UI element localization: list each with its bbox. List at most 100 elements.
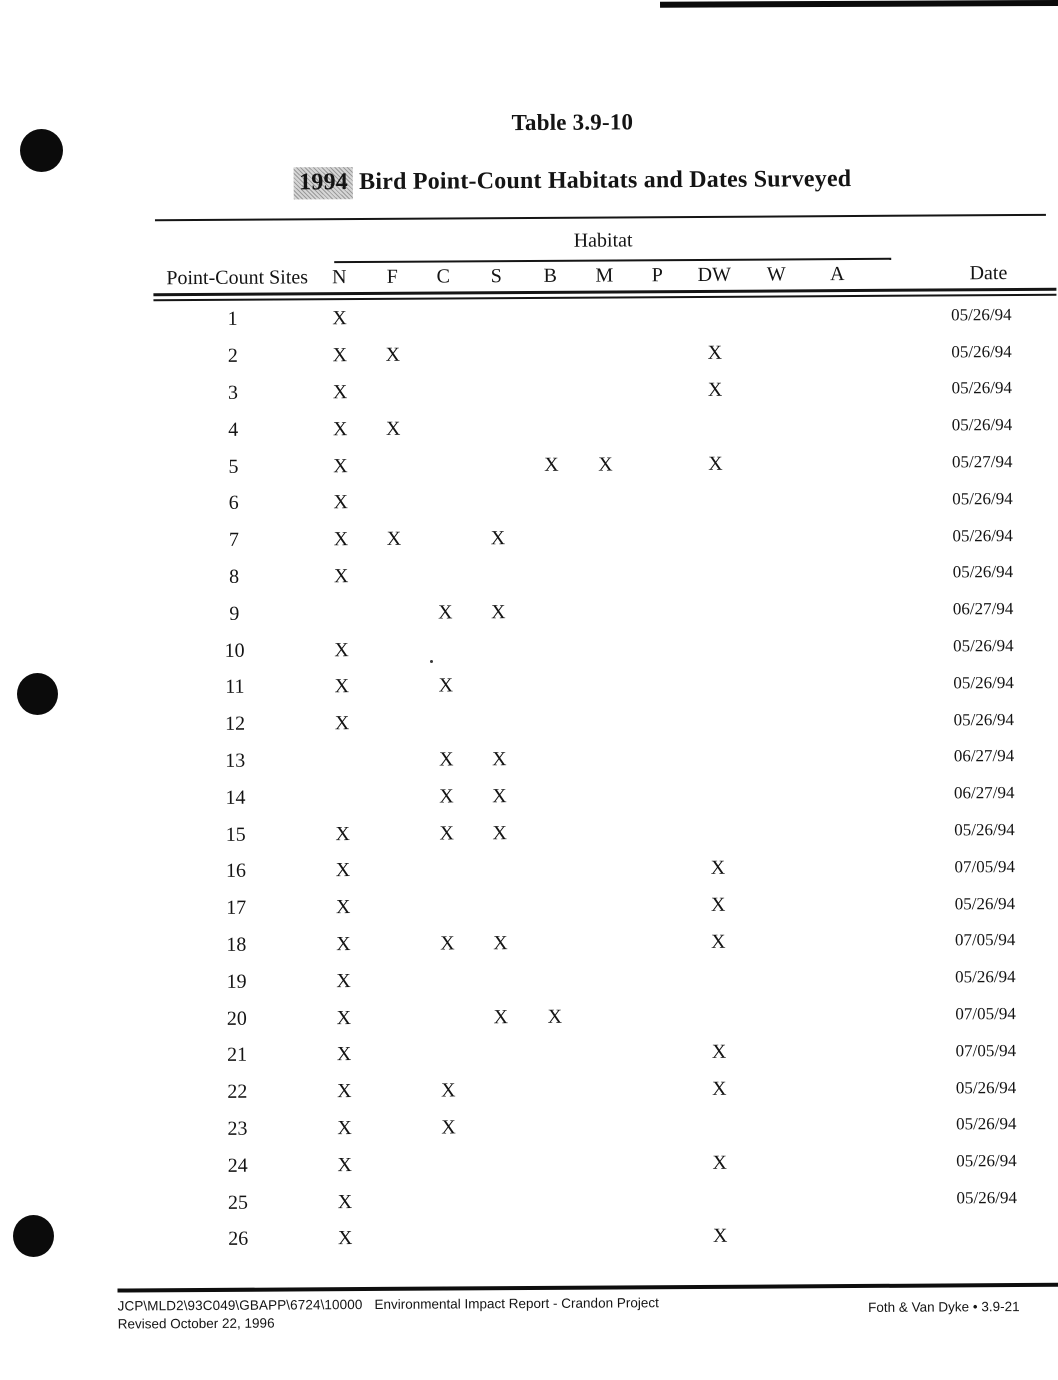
habitat-mark-cell-s: X xyxy=(491,748,507,771)
habitat-mark-cell-n: X xyxy=(333,565,349,588)
habitat-mark-cell-n: X xyxy=(335,859,351,882)
survey-table: Habitat Point-Count Sites N F C S B M P DW W A Dat… xyxy=(153,213,1058,1264)
habitat-mark-cell-s: X xyxy=(493,932,508,955)
habitat-mark-cell-n: X xyxy=(336,969,351,992)
site-number: 21 xyxy=(227,1044,248,1067)
table-row: 14 X X 06/27/94 xyxy=(156,774,1051,816)
column-header-habitat-a: A xyxy=(830,263,845,286)
date-cell: 05/26/94 xyxy=(954,820,1015,840)
table-title-text: Bird Point-Count Habitats and Dates Surv… xyxy=(359,166,852,196)
habitat-mark-cell-s: X xyxy=(492,784,507,807)
table-row: 1 X 05/26/94 xyxy=(153,296,1048,338)
habitat-mark-cell-dw: X xyxy=(707,342,723,365)
table-row: 7 X X X 05/26/94 xyxy=(155,517,1050,559)
date-cell: 05/26/94 xyxy=(953,709,1015,730)
date-cell: 07/05/94 xyxy=(955,1040,1017,1061)
habitat-mark-cell-n: X xyxy=(332,307,347,330)
page-footer: JCP\MLD2\93C049\GBAPP\6724\10000 Environm… xyxy=(117,1293,1058,1331)
habitat-mark-cell-s: X xyxy=(493,1005,509,1028)
table-row: 17 X X 05/26/94 xyxy=(157,885,1052,927)
table-header-row: Point-Count Sites N F C S B M P DW W A Date xyxy=(153,259,1048,292)
site-number: 25 xyxy=(227,1191,249,1214)
column-header-point-count-sites: Point-Count Sites xyxy=(166,266,309,290)
date-cell: 05/26/94 xyxy=(952,488,1013,509)
site-number: 12 xyxy=(224,712,246,736)
footer-document-code: JCP\MLD2\93C049\GBAPP\6724\10000 xyxy=(117,1297,363,1314)
habitat-mark-cell-n: X xyxy=(337,1190,353,1213)
habitat-mark-cell-c: X xyxy=(441,1116,456,1139)
habitat-mark-cell-dw: X xyxy=(711,1041,727,1064)
site-number: 13 xyxy=(225,749,246,772)
column-header-habitat-m: M xyxy=(595,264,614,287)
column-header-habitat-p: P xyxy=(651,264,663,287)
habitat-mark-cell-s: X xyxy=(490,527,506,550)
date-cell: 07/05/94 xyxy=(954,856,1015,877)
site-number: 7 xyxy=(228,528,239,552)
habitat-mark-cell-f: X xyxy=(385,343,401,367)
date-cell: 05/26/94 xyxy=(953,672,1014,693)
punch-hole-bottom xyxy=(13,1215,54,1257)
habitat-mark-cell-dw: X xyxy=(710,857,726,880)
table-row: 6 X 05/26/94 xyxy=(155,480,1050,522)
habitat-mark-cell-f: X xyxy=(385,417,401,440)
site-number: 20 xyxy=(226,1007,247,1030)
habitat-mark-cell-n: X xyxy=(335,896,351,919)
habitat-mark-cell-m: X xyxy=(598,453,613,476)
table-row: 24 X X 05/26/94 xyxy=(159,1142,1054,1184)
footer-report-title: Environmental Impact Report - Crandon Pr… xyxy=(374,1295,659,1312)
site-number: 24 xyxy=(227,1154,248,1177)
site-number: 11 xyxy=(225,676,245,699)
table-row: 22 X X X 05/26/94 xyxy=(158,1069,1053,1111)
habitat-mark-cell-c: X xyxy=(440,1079,456,1102)
table-row: 18 X X X X 07/05/94 xyxy=(157,921,1052,963)
table-row: 20 X X X 07/05/94 xyxy=(158,995,1053,1037)
date-cell: 05/26/94 xyxy=(955,1114,1017,1134)
table-row: 21 X X 07/05/94 xyxy=(158,1032,1053,1074)
habitat-mark-cell-n: X xyxy=(332,417,348,440)
table-row: 16 X X 07/05/94 xyxy=(157,848,1052,890)
habitat-mark-cell-n: X xyxy=(332,344,348,367)
habitat-mark-cell-n: X xyxy=(337,1153,353,1176)
date-cell: 05/26/94 xyxy=(955,967,1016,987)
date-cell: 05/26/94 xyxy=(952,562,1014,582)
site-number: 26 xyxy=(228,1228,249,1251)
site-number: 6 xyxy=(228,492,239,515)
site-number: 1 xyxy=(227,308,238,331)
site-number: 14 xyxy=(225,786,246,809)
habitat-mark-cell-n: X xyxy=(336,1043,352,1066)
table-row: 9 X X 06/27/94 xyxy=(155,590,1050,632)
habitat-mark-cell-dw: X xyxy=(711,930,726,953)
habitat-mark-cell-c: X xyxy=(438,748,454,771)
footer-page-reference: Foth & Van Dyke • 3.9-21 xyxy=(868,1299,1020,1315)
table-row: 11 X X 05/26/94 xyxy=(156,664,1051,706)
table-row: 25 X 05/26/94 xyxy=(159,1179,1054,1221)
table-body: 1 X 05/26/94 2 X X X 05/26/94 3 X X 05/26/94 4 X X 05/2… xyxy=(153,296,1054,1258)
habitat-mark-cell-dw: X xyxy=(712,1225,728,1248)
date-cell: 05/26/94 xyxy=(951,341,1012,362)
table-row: 10 X 05/26/94 xyxy=(155,627,1050,669)
site-number: 3 xyxy=(227,381,239,404)
date-cell xyxy=(873,1234,1054,1235)
site-number: 8 xyxy=(229,565,240,588)
table-row: 13 X X 06/27/94 xyxy=(156,737,1051,779)
date-cell: 05/26/94 xyxy=(954,893,1016,914)
table-row: 19 X 05/26/94 xyxy=(158,958,1053,1000)
table-top-rule xyxy=(154,213,1046,222)
column-header-habitat-n: N xyxy=(332,266,347,289)
habitat-mark-cell-n: X xyxy=(333,454,348,477)
habitat-mark-cell-dw: X xyxy=(710,893,726,917)
date-cell: 07/05/94 xyxy=(954,930,1016,950)
site-number: 10 xyxy=(224,639,245,662)
site-number: 23 xyxy=(227,1117,248,1140)
habitat-mark-cell-n: X xyxy=(334,712,350,735)
habitat-mark-cell-n: X xyxy=(337,1117,352,1140)
date-cell: 05/27/94 xyxy=(951,452,1013,472)
habitat-mark-cell-n: X xyxy=(334,675,350,698)
table-row: 3 X X 05/26/94 xyxy=(154,369,1049,411)
habitat-mark-cell-c: X xyxy=(439,822,455,845)
site-number: 15 xyxy=(225,823,246,846)
habitat-mark-cell-n: X xyxy=(336,1080,352,1103)
table-row: 12 X 05/26/94 xyxy=(156,701,1051,743)
